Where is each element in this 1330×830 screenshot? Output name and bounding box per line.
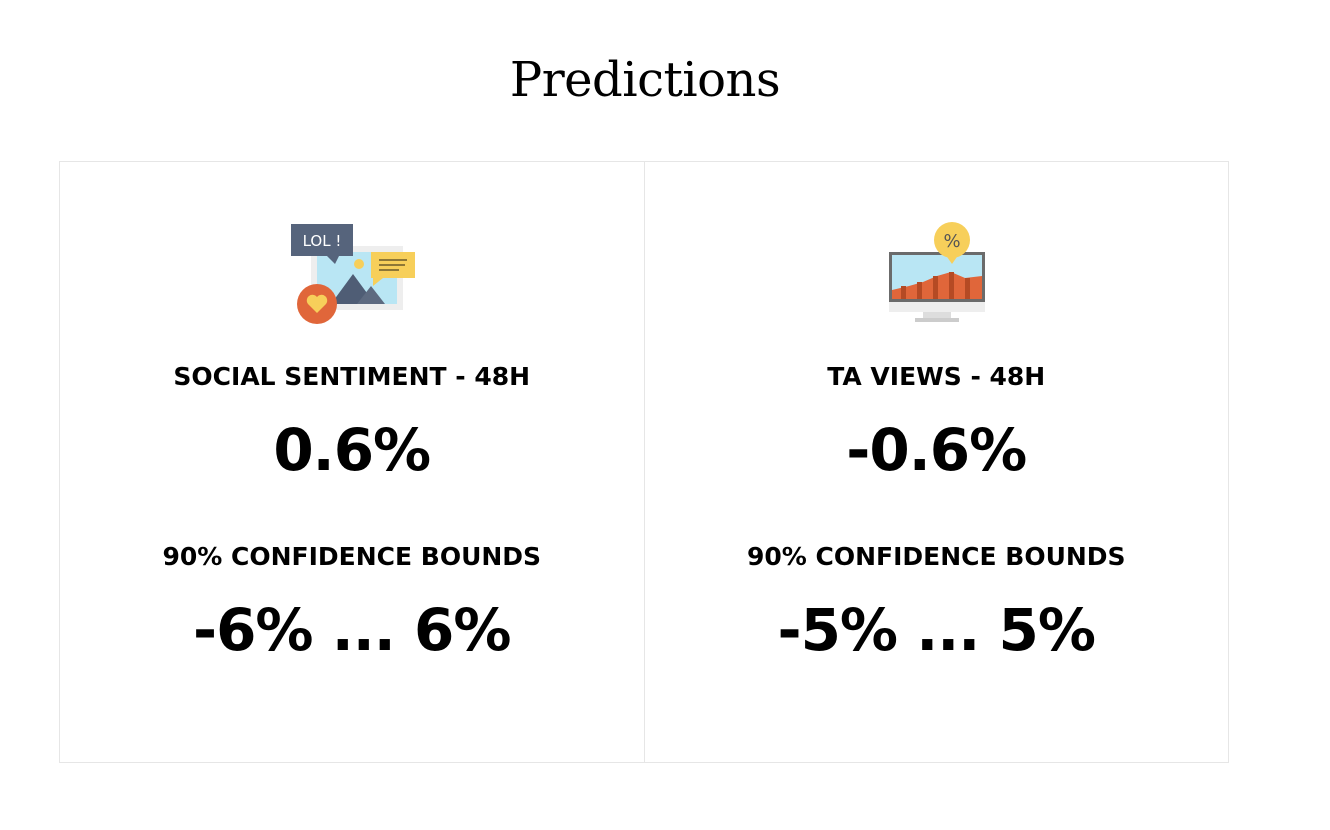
- social-bounds-label: 90% CONFIDENCE BOUNDS: [162, 542, 542, 571]
- ta-views-value: -0.6%: [846, 416, 1027, 484]
- percent-icon-text: %: [944, 231, 961, 252]
- ta-views-card: % TA VIEWS - 48H -0.6% 90% CONFIDENCE BO…: [643, 162, 1229, 762]
- page-title: Predictions: [509, 52, 781, 108]
- predictions-cards: LOL ! SOCIAL SENTIMENT - 48H 0.6% 90% CO…: [59, 161, 1229, 763]
- social-sentiment-value: 0.6%: [273, 416, 431, 484]
- lol-icon-text: LOL !: [302, 232, 341, 250]
- social-sentiment-label: SOCIAL SENTIMENT - 48H: [173, 362, 531, 391]
- ta-views-label: TA VIEWS - 48H: [827, 362, 1046, 391]
- ta-bounds-label: 90% CONFIDENCE BOUNDS: [746, 542, 1126, 571]
- social-sentiment-card: LOL ! SOCIAL SENTIMENT - 48H 0.6% 90% CO…: [60, 162, 644, 762]
- social-media-icon: LOL !: [287, 220, 417, 330]
- social-bounds-value: -6% ... 6%: [193, 596, 511, 664]
- monitor-chart-icon: %: [871, 220, 1001, 330]
- ta-bounds-value: -5% ... 5%: [777, 596, 1096, 664]
